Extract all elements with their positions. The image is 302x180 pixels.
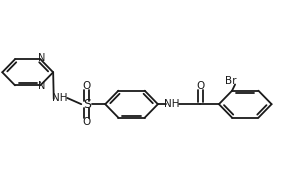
Text: O: O [196, 82, 204, 91]
Text: NH: NH [52, 93, 67, 103]
Text: NH: NH [164, 99, 180, 109]
Text: N: N [38, 81, 46, 91]
Text: O: O [82, 82, 91, 91]
Text: O: O [82, 117, 91, 127]
Text: S: S [83, 98, 91, 111]
Text: N: N [38, 53, 46, 63]
Text: Br: Br [225, 76, 236, 86]
